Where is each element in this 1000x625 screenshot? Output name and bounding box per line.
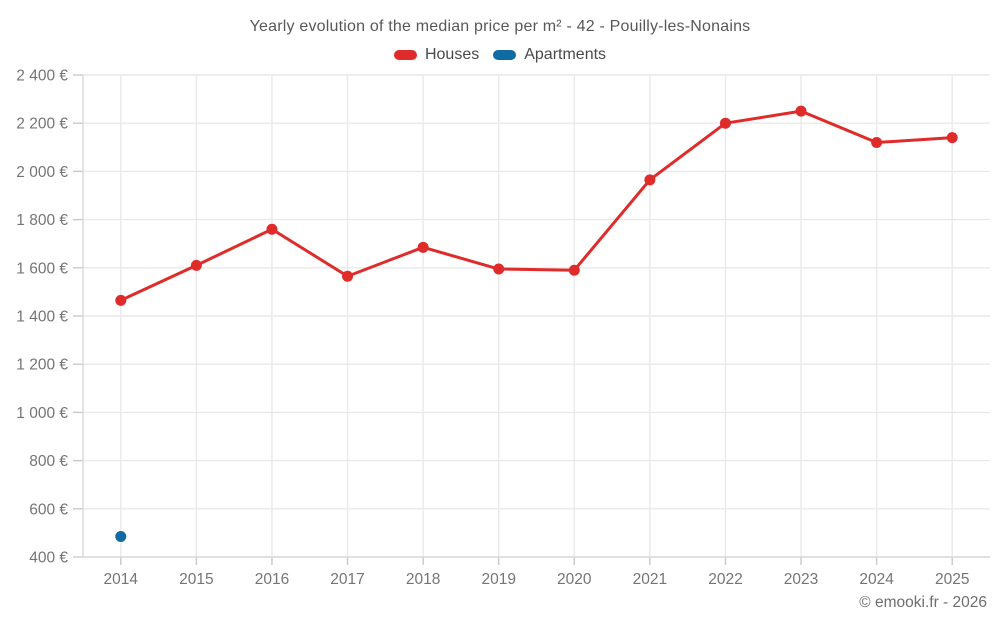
y-tick-label: 2 400 € [16,68,68,85]
x-tick-label: 2017 [330,571,364,588]
y-tick-label: 1 800 € [16,212,68,229]
x-tick-label: 2018 [406,571,440,588]
x-tick-label: 2020 [557,571,592,588]
y-tick-label: 2 000 € [16,164,68,181]
x-tick-label: 2021 [633,571,667,588]
legend-label-houses: Houses [424,46,480,63]
x-tick-label: 2016 [255,571,289,588]
y-tick-label: 1 000 € [16,405,68,422]
x-tick-label: 2015 [179,571,213,588]
chart-title: Yearly evolution of the median price per… [249,18,751,35]
y-tick-label: 600 € [29,501,68,518]
point-houses-2014[interactable] [115,294,127,306]
point-houses-2020[interactable] [568,264,580,276]
y-tick-label: 1 600 € [16,260,68,277]
legend-swatch-houses [393,50,417,60]
point-houses-2023[interactable] [795,105,807,117]
series-line-houses [119,109,954,302]
legend-swatch-apartments [493,50,517,60]
legend-item-houses[interactable]: Houses [393,46,480,64]
legend-label-apartments: Apartments [524,46,607,63]
x-tick-label: 2019 [481,571,515,588]
copyright: © emooki.fr - 2026 [859,594,987,611]
x-tick-label: 2024 [859,571,894,588]
point-houses-2017[interactable] [342,270,354,282]
point-houses-2015[interactable] [190,259,202,271]
point-houses-2016[interactable] [266,223,278,235]
point-houses-2022[interactable] [719,117,731,129]
x-tick-label: 2023 [784,571,818,588]
x-tick-label: 2025 [935,571,969,588]
x-tick-label: 2014 [104,571,139,588]
y-tick-label: 1 200 € [16,357,68,374]
point-houses-2024[interactable] [871,136,883,148]
point-houses-2025[interactable] [946,132,958,144]
point-houses-2018[interactable] [417,241,429,253]
y-tick-label: 1 400 € [16,309,68,326]
x-tick-label: 2022 [708,571,742,588]
y-tick-label: 400 € [29,550,68,567]
legend: Houses Apartments [0,46,1000,64]
y-tick-label: 2 200 € [16,116,68,133]
y-tick-label: 800 € [29,453,68,470]
legend-item-apartments[interactable]: Apartments [493,46,606,64]
point-houses-2019[interactable] [493,263,505,275]
point-houses-2021[interactable] [644,174,656,186]
point-apartments-2014[interactable] [115,531,127,543]
